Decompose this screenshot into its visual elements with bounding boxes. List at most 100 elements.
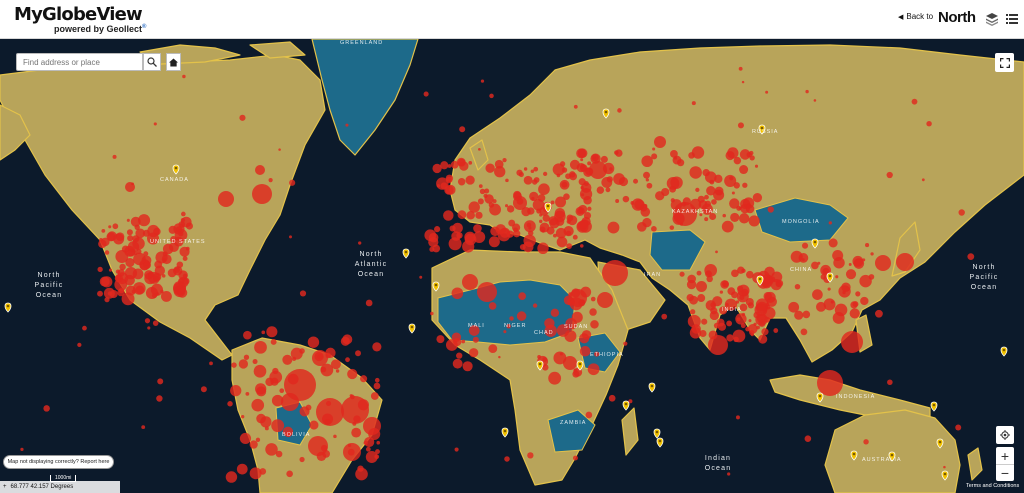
country-label-mali: MALI: [468, 323, 485, 329]
incident-dot: [706, 275, 713, 283]
event-marker-icon: [930, 401, 938, 412]
landmass-uk: [469, 139, 489, 171]
incident-dot: [767, 206, 774, 213]
incident-dot: [559, 179, 570, 190]
incident-dot: [887, 379, 893, 386]
event-marker-icon: [811, 238, 819, 249]
incident-dot: [320, 366, 327, 373]
zoom-out-button[interactable]: −: [996, 465, 1014, 481]
incident-dot: [686, 293, 694, 302]
incident-dot: [651, 153, 658, 160]
logo[interactable]: MyGlobeView powered by Geollect®: [14, 5, 146, 34]
incident-dot: [548, 216, 558, 226]
incident-dot: [200, 386, 207, 393]
incident-dot: [152, 320, 159, 326]
incident-dot: [468, 325, 480, 336]
country-label-chad: CHAD: [534, 330, 554, 336]
incident-dot: [241, 415, 245, 419]
terms-link[interactable]: Terms and Conditions: [966, 483, 1020, 489]
incident-dot: [255, 437, 261, 443]
incident-dot: [249, 440, 258, 449]
incident-dot: [459, 161, 469, 171]
list-menu-icon[interactable]: [1006, 13, 1018, 25]
incident-dot: [478, 184, 483, 188]
search-button[interactable]: [143, 53, 161, 71]
search-input[interactable]: [16, 53, 143, 71]
incident-dot: [447, 164, 452, 168]
map-canvas[interactable]: [0, 39, 1024, 493]
incident-dot: [457, 210, 467, 220]
incident-dot: [185, 246, 190, 251]
zoom-in-button[interactable]: +: [996, 447, 1014, 465]
incident-dot: [699, 329, 707, 338]
incident-dot: [126, 218, 130, 222]
fullscreen-button[interactable]: [995, 53, 1014, 72]
incident-dot: [432, 163, 442, 174]
incident-dot: [572, 455, 578, 461]
incident-dot: [742, 182, 748, 188]
incident-dot: [725, 150, 735, 161]
incident-dot: [652, 147, 656, 151]
incident-dot: [672, 155, 682, 165]
incident-dot: [178, 231, 184, 237]
event-marker-icon: [850, 450, 858, 461]
report-issue-button[interactable]: Map not displaying correctly? Report her…: [3, 455, 114, 469]
incident-cluster: [343, 443, 361, 461]
incident-dot: [485, 163, 495, 173]
incident-dot: [181, 211, 186, 217]
incident-dot: [472, 336, 479, 343]
incident-dot: [544, 324, 557, 337]
landmass-new-zealand: [967, 447, 983, 481]
fullscreen-icon: [999, 57, 1010, 68]
incident-dot: [144, 318, 151, 324]
incident-dot: [733, 336, 739, 343]
incident-dot: [737, 284, 750, 297]
locate-me-button[interactable]: [996, 426, 1014, 444]
incident-dot: [251, 398, 265, 412]
incident-dot: [271, 419, 285, 433]
incident-dot: [830, 300, 834, 304]
incident-cluster: [654, 136, 666, 148]
incident-dot: [82, 325, 87, 331]
back-to-north-button[interactable]: ◀ Back to: [898, 12, 933, 21]
country-label-zambia: ZAMBIA: [560, 420, 587, 426]
incident-dot: [374, 454, 380, 460]
incident-dot: [456, 232, 463, 239]
incident-dot: [175, 226, 183, 233]
incident-dot: [752, 193, 763, 203]
incident-dot: [436, 184, 441, 188]
coordinate-toggle-icon[interactable]: +: [3, 484, 7, 490]
incident-dot: [351, 427, 362, 438]
incident-dot: [750, 333, 754, 337]
incident-dot: [335, 369, 340, 373]
incident-cluster: [673, 202, 697, 226]
incident-dot: [182, 273, 188, 279]
incident-dot: [271, 394, 284, 407]
event-marker-icon: [826, 272, 834, 283]
north-brand-logo[interactable]: North: [938, 9, 976, 26]
incident-dot: [440, 161, 449, 170]
layers-icon[interactable]: [985, 12, 999, 26]
incident-dot: [249, 467, 262, 480]
incident-dot: [539, 213, 543, 217]
home-button[interactable]: [166, 53, 181, 71]
search-icon: [147, 57, 157, 67]
incident-dot: [77, 342, 82, 347]
incident-dot: [691, 101, 696, 106]
incident-cluster: [281, 393, 299, 411]
world-map[interactable]: North Atlantic Ocean North Pacific Ocean…: [0, 39, 1024, 493]
incident-dot: [539, 219, 543, 224]
incident-dot: [527, 452, 534, 459]
incident-dot: [812, 289, 823, 300]
incident-dot: [794, 310, 804, 320]
incident-dot: [701, 318, 708, 325]
incident-dot: [270, 338, 277, 345]
incident-dot: [741, 312, 746, 317]
incident-dot: [358, 241, 362, 245]
incident-dot: [749, 155, 755, 161]
incident-dot: [530, 169, 535, 174]
event-marker-icon: [888, 451, 896, 462]
incident-dot: [561, 167, 568, 173]
incident-dot: [167, 268, 177, 278]
incident-cluster: [841, 331, 863, 353]
